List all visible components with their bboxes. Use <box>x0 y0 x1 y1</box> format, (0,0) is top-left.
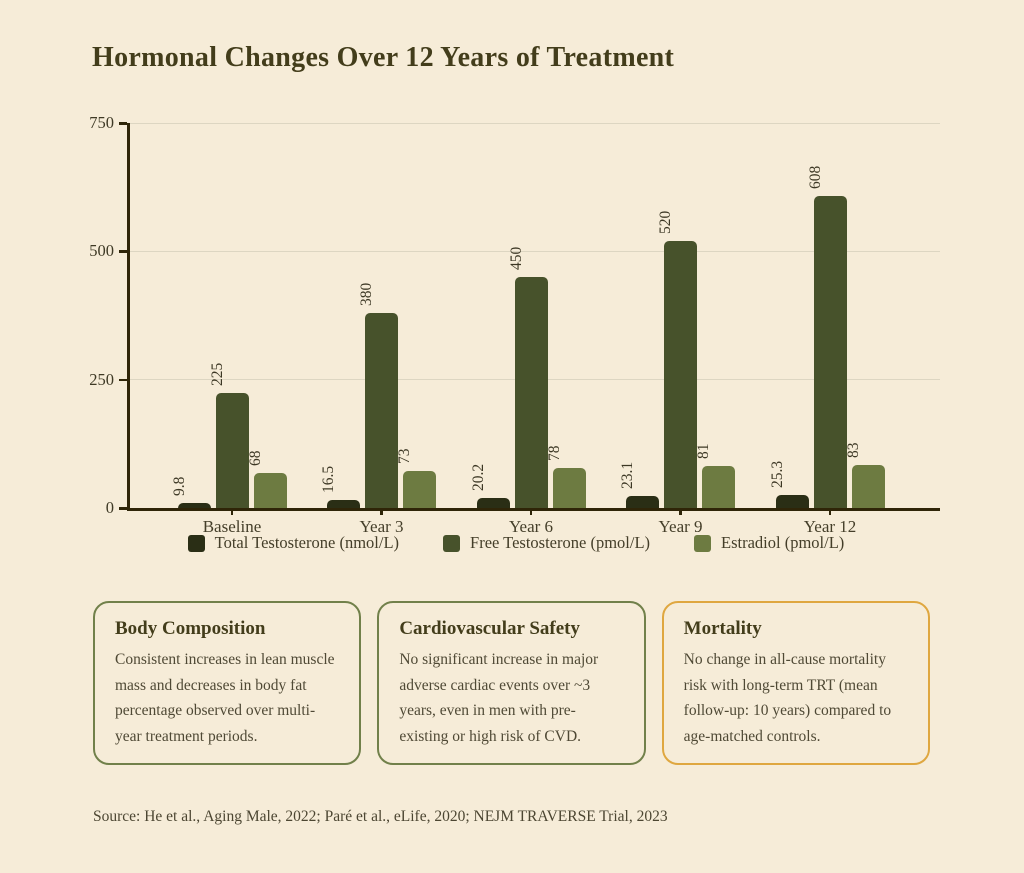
bar <box>514 277 548 508</box>
bar-value-label: 225 <box>208 362 226 386</box>
x-axis-category-label: Year 12 <box>803 517 857 536</box>
bar-value-label: 380 <box>358 282 375 306</box>
bar-value-label: 25.3 <box>768 460 786 489</box>
card-text: No change in all-cause mortality risk wi… <box>683 651 892 745</box>
x-axis-tick <box>529 508 533 515</box>
bar <box>702 466 735 508</box>
y-axis-tick <box>119 250 127 253</box>
bar-value-label: 20.2 <box>469 463 487 491</box>
bar-value-label: 520 <box>657 210 674 235</box>
bar-value-label: 450 <box>507 246 525 270</box>
legend-label: Estradiol (pmol/L) <box>721 533 845 552</box>
bar-value-label: 83 <box>844 442 862 459</box>
bar <box>215 392 249 508</box>
gridline <box>130 122 940 124</box>
legend-swatch-total-testosterone <box>187 534 205 552</box>
card-title: Mortality <box>683 618 762 639</box>
bar-value-label: 68 <box>246 450 264 467</box>
bar <box>775 495 809 508</box>
x-axis-tick <box>380 508 383 515</box>
y-axis-tick-label: 0 <box>105 498 114 517</box>
bar-value-label: 23.1 <box>619 462 636 490</box>
legend-label: Free Testosterone (pmol/L) <box>470 533 651 552</box>
y-axis-tick <box>119 378 127 382</box>
y-axis-tick <box>119 507 127 510</box>
x-axis-category-label: Year 9 <box>658 517 703 536</box>
card-title: Body Composition <box>115 618 266 639</box>
bar-value-label: 78 <box>545 445 563 461</box>
bar <box>626 496 659 508</box>
source-citation: Source: He et al., Aging Male, 2022; Par… <box>93 808 668 825</box>
legend-item: Free Testosterone (pmol/L) <box>443 533 650 553</box>
legend-swatch-estradiol <box>694 534 712 552</box>
y-axis-tick-label: 500 <box>89 241 114 261</box>
bar <box>253 473 287 508</box>
y-axis-tick <box>119 122 127 125</box>
bar <box>327 499 360 508</box>
bar-value-label: 73 <box>396 448 413 464</box>
card-title: Cardiovascular Safety <box>399 618 580 639</box>
card-text: No significant increase in major adverse… <box>399 651 599 745</box>
bar <box>403 470 436 508</box>
card-mortality: Mortality No change in all-cause mortali… <box>661 601 930 765</box>
bar-chart-plot-area: 0 250 500 750 Baseline 9.8 225 68 Year 3 16.5 380 7… <box>89 113 940 536</box>
legend-swatch-free-testosterone <box>443 534 461 552</box>
x-axis-tick <box>679 508 682 515</box>
x-axis-line <box>127 508 940 511</box>
bar <box>177 502 211 508</box>
x-axis-category-label: Year 6 <box>508 517 554 536</box>
gridline <box>130 250 940 252</box>
x-axis-tick <box>230 508 234 515</box>
x-axis-category-label: Year 3 <box>359 517 404 536</box>
bar <box>813 195 847 508</box>
bar-value-label: 81 <box>695 443 712 460</box>
card-body-composition: Body Composition Consistent increases in… <box>93 601 362 765</box>
y-axis-tick-label: 750 <box>89 113 114 132</box>
bar-value-label: 16.5 <box>320 465 337 493</box>
card-text: Consistent increases in lean muscle mass… <box>115 651 335 745</box>
bar <box>552 467 586 508</box>
legend-item: Total Testosterone (nmol/L) <box>187 533 400 553</box>
bar-value-label: 9.8 <box>170 476 188 496</box>
bar <box>476 497 510 508</box>
page-title: Hormonal Changes Over 12 Years of Treatm… <box>92 42 675 73</box>
card-cardiovascular-safety: Cardiovascular Safety No significant inc… <box>377 601 646 765</box>
bar-value-label: 608 <box>806 165 824 189</box>
y-axis-line <box>127 123 130 511</box>
summary-cards-row: Body Composition Consistent increases in… <box>93 601 930 765</box>
legend-item: Estradiol (pmol/L) <box>694 533 844 553</box>
legend-label: Total Testosterone (nmol/L) <box>214 533 400 552</box>
bar <box>851 465 885 508</box>
y-axis-tick-label: 250 <box>89 369 114 389</box>
chart-legend: Total Testosterone (nmol/L) Free Testost… <box>96 533 936 553</box>
x-axis-category-label: Baseline <box>202 517 262 536</box>
x-axis-tick <box>828 508 832 515</box>
bar <box>365 312 398 508</box>
bar <box>664 241 697 508</box>
